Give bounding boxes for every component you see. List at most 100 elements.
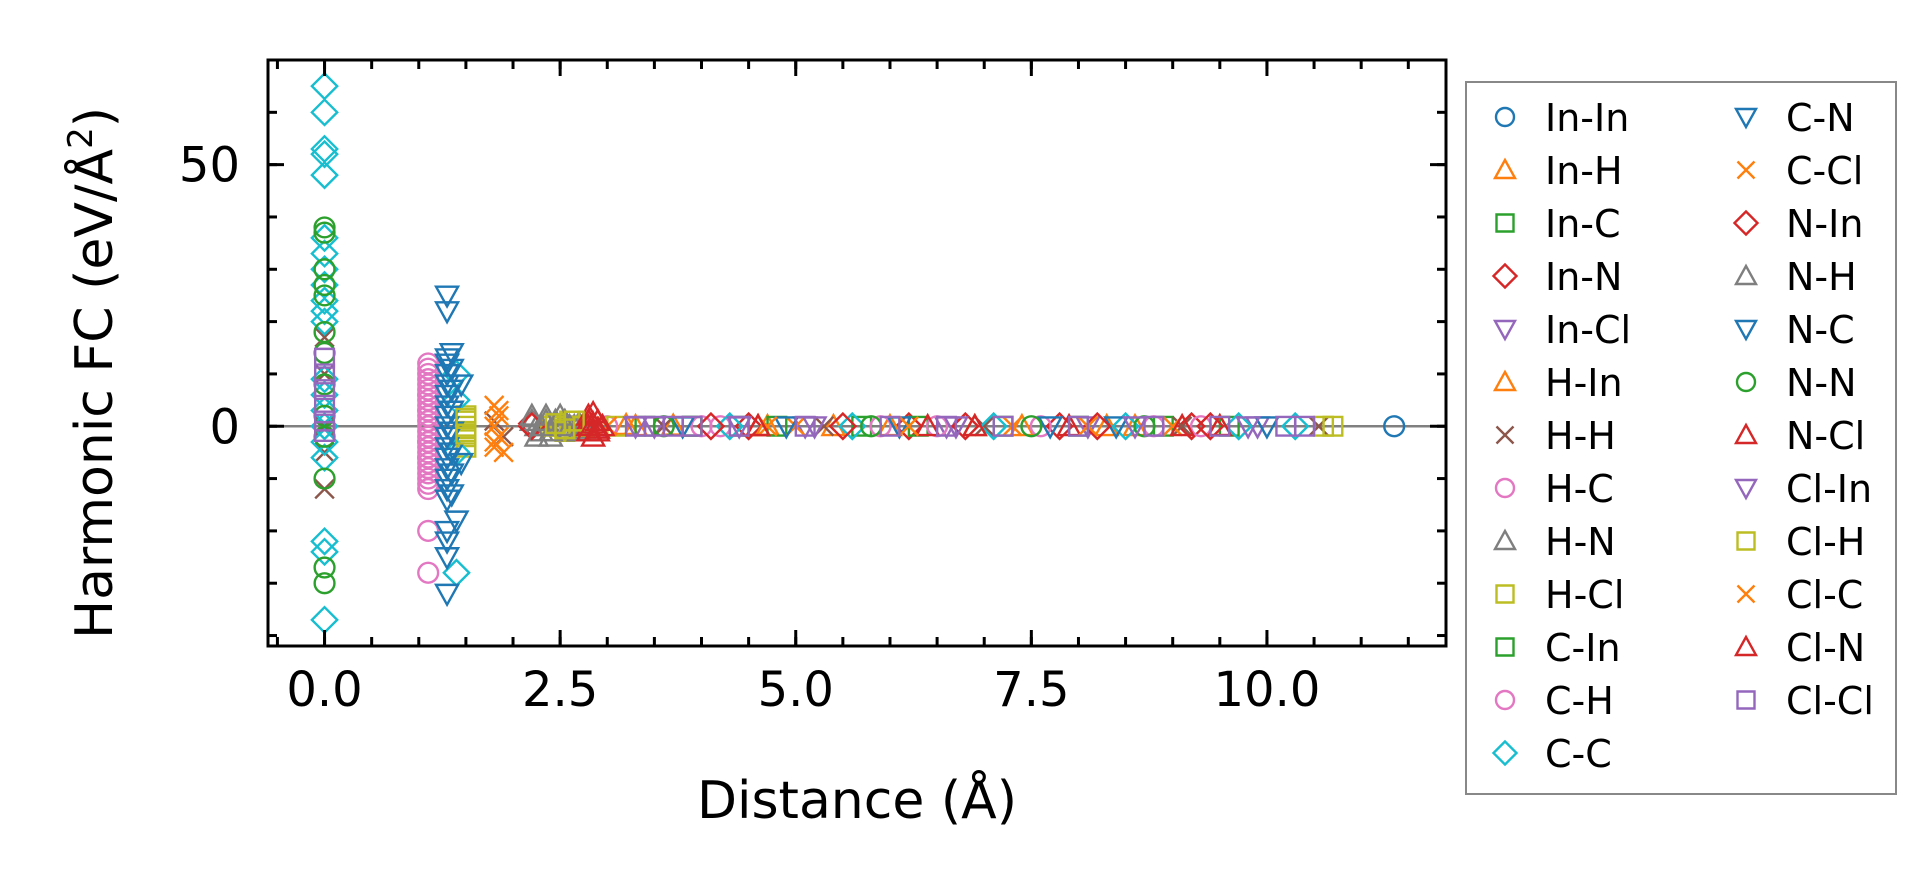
legend-marker-cl-cl <box>1736 690 1756 710</box>
legend-marker-n-c <box>1733 319 1759 342</box>
point-n-cl <box>1169 412 1196 437</box>
point-n-n <box>313 273 336 297</box>
point-h-h <box>314 442 335 463</box>
legend-item-h-cl: H-Cl <box>1495 573 1624 617</box>
point-n-c <box>443 510 470 534</box>
legend-item-in-n: In-N <box>1491 255 1622 299</box>
series-c-c <box>310 71 1310 635</box>
point-h-c <box>417 561 440 584</box>
point-c-c <box>310 139 339 169</box>
legend-item-h-n: H-N <box>1492 520 1616 564</box>
legend-marker-c-c <box>1491 739 1519 767</box>
x-tick-label: 7.5 <box>993 662 1069 718</box>
point-n-c <box>438 343 465 367</box>
point-c-h <box>417 446 440 469</box>
point-h-h <box>1308 416 1329 437</box>
point-c-c <box>310 160 339 190</box>
point-cl-cl <box>728 415 750 437</box>
point-c-n <box>434 583 461 608</box>
point-cl-cl <box>992 415 1014 437</box>
point-n-c <box>438 484 465 508</box>
y-tick-label: 50 <box>179 138 240 194</box>
point-cl-cl <box>879 415 901 437</box>
legend-items: In-In In-H In-C In-N In-Cl H-In H-H H-C H-N H-Cl C… <box>1491 96 1874 776</box>
point-n-h <box>518 402 545 426</box>
legend-marker-cl-h <box>1736 531 1756 551</box>
legend-marker-cl-c <box>1736 584 1756 604</box>
legend-label: C-N <box>1786 96 1855 140</box>
y-tick-label: 0 <box>209 399 240 455</box>
point-c-c <box>715 411 745 441</box>
legend-item-h-in: H-In <box>1492 361 1623 405</box>
legend-label: In-C <box>1545 202 1621 246</box>
legend-label: C-H <box>1545 679 1614 723</box>
legend-label: Cl-Cl <box>1786 679 1874 723</box>
point-n-c <box>438 463 465 487</box>
point-c-n <box>434 531 461 555</box>
point-cl-c <box>898 416 920 437</box>
point-cl-n <box>745 412 772 437</box>
legend-item-h-h: H-H <box>1495 414 1616 458</box>
point-cl-cl <box>1209 415 1231 437</box>
point-n-in <box>1196 411 1225 441</box>
legend-item-in-in: In-In <box>1494 96 1629 140</box>
legend-label: H-N <box>1545 520 1616 564</box>
axis-ticks <box>268 58 1446 646</box>
point-n-n <box>313 341 336 365</box>
point-cl-n <box>961 412 988 437</box>
point-c-n <box>434 301 461 325</box>
legend-marker-c-n <box>1733 107 1759 130</box>
x-axis-title: Distance (Å) <box>697 769 1017 831</box>
point-n-c <box>773 416 800 440</box>
point-cl-in <box>1235 416 1262 440</box>
point-c-cl <box>488 405 510 426</box>
legend-marker-c-in <box>1495 637 1515 657</box>
legend-marker-in-c <box>1495 213 1515 233</box>
legend-item-h-c: H-C <box>1494 467 1614 511</box>
legend-marker-n-cl <box>1733 422 1759 445</box>
point-n-c <box>448 374 475 398</box>
point-n-n <box>313 556 336 579</box>
point-c-c <box>979 411 1008 441</box>
point-cl-cl <box>1067 415 1090 437</box>
legend-item-in-cl: In-Cl <box>1492 308 1631 352</box>
legend-marker-in-h <box>1492 157 1518 180</box>
point-cl-in <box>1121 416 1149 440</box>
point-in-n <box>1177 411 1206 441</box>
series-in-in <box>1383 415 1406 438</box>
point-n-n <box>1020 415 1043 438</box>
point-n-n <box>313 467 336 490</box>
point-h-cl <box>1322 415 1344 437</box>
y-axis-title-main: Harmonic FC (eV/Å <box>63 148 125 639</box>
legend-marker-c-cl <box>1736 160 1756 180</box>
point-in-n <box>734 411 763 441</box>
point-c-h <box>417 383 440 406</box>
legend-marker-in-cl <box>1492 319 1518 342</box>
x-tick-label: 0.0 <box>286 662 362 718</box>
point-cl-cl <box>681 415 703 437</box>
point-cl-cl <box>935 415 958 437</box>
legend-item-cl-n: Cl-N <box>1733 626 1865 670</box>
point-cl-c <box>488 400 510 421</box>
legend-marker-in-n <box>1491 262 1519 290</box>
point-n-c <box>1253 416 1280 440</box>
plot-area: 0.0 2.5 5.0 7.5 10.0 0 50 <box>179 58 1448 718</box>
point-c-cl <box>483 416 505 437</box>
legend-item-n-h: N-H <box>1733 255 1857 299</box>
legend-label: In-N <box>1545 255 1622 299</box>
point-n-n <box>313 572 336 595</box>
x-tick-label: 10.0 <box>1214 662 1321 718</box>
legend-marker-h-cl <box>1495 584 1515 604</box>
legend-label: C-C <box>1545 732 1612 776</box>
point-h-h <box>1171 416 1193 437</box>
legend-item-c-cl: C-Cl <box>1736 149 1863 193</box>
legend-item-c-c: C-C <box>1491 732 1612 776</box>
point-in-h <box>1093 412 1120 437</box>
point-c-c <box>310 71 339 101</box>
legend-label: H-In <box>1545 361 1623 405</box>
legend-label: N-Cl <box>1786 414 1865 458</box>
legend-label: In-Cl <box>1545 308 1631 352</box>
point-n-cl <box>914 412 941 437</box>
legend-item-cl-cl: Cl-Cl <box>1736 679 1874 723</box>
point-c-c <box>310 286 339 316</box>
